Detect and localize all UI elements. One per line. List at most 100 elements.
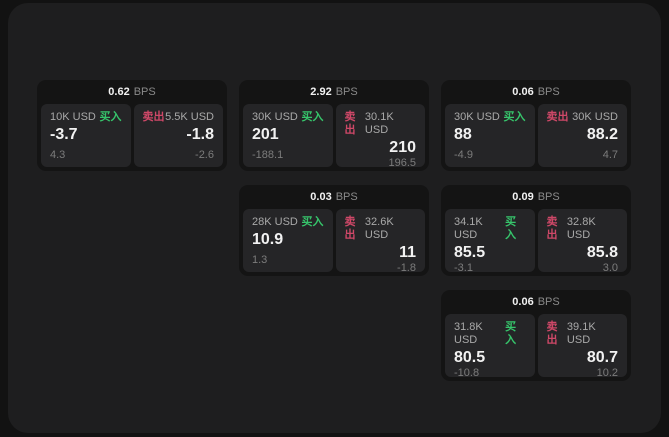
sell-label: 卖出 — [546, 111, 569, 123]
buy-label: 买入 — [505, 321, 517, 346]
sell-size: 5.5K USD — [165, 111, 214, 123]
bps-value: 0.03 — [310, 191, 332, 203]
buy-size: 34.1K USD — [454, 216, 483, 241]
sell-size: 30K USD — [572, 111, 618, 123]
buy-change: -3.1 — [454, 262, 473, 274]
buy-panel[interactable]: 30K USD 买入 201 -188.1 — [243, 104, 333, 167]
buy-change: 4.3 — [50, 149, 66, 161]
sell-label-row: 卖出 32.8K USD — [547, 216, 619, 242]
sell-size: 32.6K USD — [364, 216, 394, 241]
bps-value: 0.06 — [512, 86, 534, 98]
sell-panel[interactable]: 卖出 30K USD 88.2 4.7 — [537, 104, 627, 167]
quote-panels: 31.8K USD 买入 80.5 -10.8 卖出 39.1K USD 80.… — [445, 314, 627, 379]
bps-unit: BPS — [537, 296, 560, 308]
sell-size: 30.1K USD — [364, 111, 394, 136]
buy-size: 10K USD — [50, 111, 96, 123]
buy-price: 80.5 — [454, 349, 486, 366]
buy-label: 买入 — [99, 111, 122, 123]
sell-change: 10.2 — [596, 367, 618, 379]
sell-label-row: 卖出 5.5K USD — [143, 111, 215, 124]
buy-size: 28K USD — [252, 216, 298, 228]
buy-price: -3.7 — [50, 126, 78, 143]
bps-unit: BPS — [537, 191, 560, 203]
bps-unit: BPS — [335, 86, 358, 98]
buy-price: 85.5 — [454, 244, 486, 261]
buy-size: 30K USD — [454, 111, 500, 123]
buy-size: 30K USD — [252, 111, 298, 123]
sell-change: -2.6 — [195, 149, 214, 161]
bps-value: 0.62 — [108, 86, 130, 98]
buy-price: 88 — [454, 126, 472, 143]
buy-label: 买入 — [301, 216, 324, 228]
sell-change: 196.5 — [388, 157, 416, 169]
spread-card: 0.09 BPS 34.1K USD 买入 85.5 -3.1 卖出 32.8K… — [441, 185, 631, 276]
quote-panels: 30K USD 买入 201 -188.1 卖出 30.1K USD 210 1… — [243, 104, 425, 169]
buy-panel[interactable]: 10K USD 买入 -3.7 4.3 — [41, 104, 131, 167]
spread-header: 0.62 BPS — [41, 80, 223, 104]
sell-label: 卖出 — [546, 216, 558, 241]
buy-change: -10.8 — [454, 367, 480, 379]
spread-card-grid: 0.62 BPS 10K USD 买入 -3.7 4.3 卖出 5.5K USD — [37, 80, 631, 381]
buy-label-row: 34.1K USD 买入 — [454, 216, 526, 242]
sell-price: -1.8 — [186, 126, 214, 143]
spread-card: 0.06 BPS 30K USD 买入 88 -4.9 卖出 30K USD — [441, 80, 631, 171]
bps-value: 0.06 — [512, 296, 534, 308]
bps-unit: BPS — [537, 86, 560, 98]
buy-label-row: 31.8K USD 买入 — [454, 321, 526, 347]
sell-change: 3.0 — [602, 262, 618, 274]
sell-label-row: 卖出 39.1K USD — [547, 321, 619, 347]
sell-size: 32.8K USD — [566, 216, 596, 241]
spread-header: 0.06 BPS — [445, 80, 627, 104]
app-window: 0.62 BPS 10K USD 买入 -3.7 4.3 卖出 5.5K USD — [8, 3, 661, 433]
buy-price: 201 — [252, 126, 279, 143]
sell-label: 卖出 — [142, 111, 165, 123]
buy-label: 买入 — [301, 111, 324, 123]
buy-label-row: 10K USD 买入 — [50, 111, 122, 124]
buy-panel[interactable]: 28K USD 买入 10.9 1.3 — [243, 209, 333, 272]
sell-price: 210 — [389, 139, 416, 156]
sell-price: 11 — [399, 244, 416, 261]
sell-label-row: 卖出 30K USD — [547, 111, 619, 124]
sell-panel[interactable]: 卖出 30.1K USD 210 196.5 — [335, 104, 425, 169]
bps-value: 0.09 — [512, 191, 534, 203]
sell-price: 80.7 — [586, 349, 618, 366]
quote-panels: 30K USD 买入 88 -4.9 卖出 30K USD 88.2 4.7 — [445, 104, 627, 167]
buy-label-row: 30K USD 买入 — [252, 111, 324, 124]
buy-label: 买入 — [505, 216, 517, 241]
quote-panels: 10K USD 买入 -3.7 4.3 卖出 5.5K USD -1.8 -2.… — [41, 104, 223, 167]
spread-card: 2.92 BPS 30K USD 买入 201 -188.1 卖出 30.1K … — [239, 80, 429, 171]
buy-size: 31.8K USD — [454, 321, 483, 346]
buy-change: -188.1 — [252, 149, 284, 161]
sell-price: 88.2 — [586, 126, 618, 143]
sell-panel[interactable]: 卖出 32.8K USD 85.8 3.0 — [537, 209, 627, 274]
buy-price: 10.9 — [252, 231, 284, 248]
sell-panel[interactable]: 卖出 32.6K USD 11 -1.8 — [335, 209, 425, 274]
spread-card: 0.03 BPS 28K USD 买入 10.9 1.3 卖出 32.6K US… — [239, 185, 429, 276]
spread-header: 0.03 BPS — [243, 185, 425, 209]
spread-card: 0.06 BPS 31.8K USD 买入 80.5 -10.8 卖出 39.1… — [441, 290, 631, 381]
sell-panel[interactable]: 卖出 5.5K USD -1.8 -2.6 — [133, 104, 223, 167]
buy-label-row: 28K USD 买入 — [252, 216, 324, 229]
bps-value: 2.92 — [310, 86, 332, 98]
buy-change: 1.3 — [252, 254, 268, 266]
buy-label-row: 30K USD 买入 — [454, 111, 526, 124]
sell-price: 85.8 — [586, 244, 618, 261]
sell-label-row: 卖出 32.6K USD — [345, 216, 417, 242]
sell-label: 卖出 — [344, 111, 356, 136]
buy-panel[interactable]: 30K USD 买入 88 -4.9 — [445, 104, 535, 167]
sell-change: 4.7 — [602, 149, 618, 161]
quote-panels: 28K USD 买入 10.9 1.3 卖出 32.6K USD 11 -1.8 — [243, 209, 425, 274]
sell-label: 卖出 — [344, 216, 356, 241]
spread-header: 0.09 BPS — [445, 185, 627, 209]
spread-header: 2.92 BPS — [243, 80, 425, 104]
buy-panel[interactable]: 34.1K USD 买入 85.5 -3.1 — [445, 209, 535, 274]
sell-size: 39.1K USD — [566, 321, 596, 346]
sell-change: -1.8 — [397, 262, 416, 274]
bps-unit: BPS — [335, 191, 358, 203]
sell-panel[interactable]: 卖出 39.1K USD 80.7 10.2 — [537, 314, 627, 379]
buy-panel[interactable]: 31.8K USD 买入 80.5 -10.8 — [445, 314, 535, 379]
sell-label: 卖出 — [546, 321, 558, 346]
spread-card: 0.62 BPS 10K USD 买入 -3.7 4.3 卖出 5.5K USD — [37, 80, 227, 171]
spread-header: 0.06 BPS — [445, 290, 627, 314]
buy-label: 买入 — [503, 111, 526, 123]
